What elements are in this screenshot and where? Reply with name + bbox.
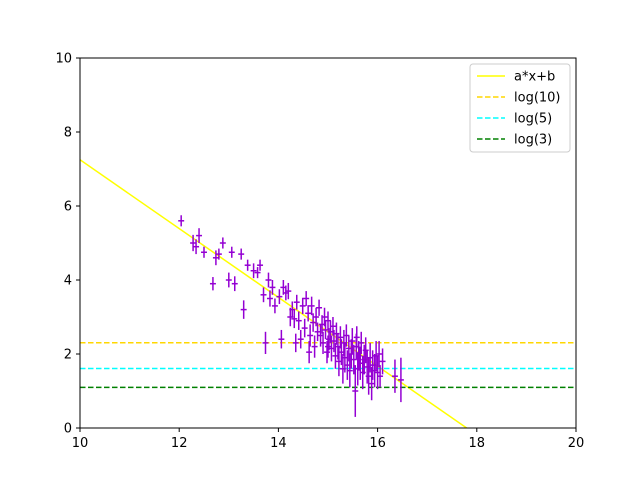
data-point (299, 297, 306, 315)
data-point (368, 366, 375, 401)
data-point (190, 234, 197, 252)
legend-box (469, 63, 571, 153)
data-point (215, 248, 222, 260)
data-point (397, 357, 404, 403)
data-point (391, 359, 398, 393)
y-tick-label: 8 (64, 126, 72, 141)
legend-label-log10: log(10) (514, 91, 561, 106)
data-point (201, 246, 207, 258)
x-tick-label: 16 (369, 436, 386, 451)
data-point (353, 326, 360, 349)
data-point (285, 282, 292, 300)
x-tick-label: 12 (171, 436, 188, 451)
y-tick-label: 2 (64, 348, 72, 363)
data-point (295, 311, 302, 330)
legend-label-log3: log(3) (514, 133, 552, 148)
data-point (265, 272, 272, 288)
data-point (196, 228, 203, 243)
data-point (358, 331, 365, 354)
y-axis-ticks: 0 2 4 6 8 10 (55, 52, 80, 437)
data-point (321, 307, 328, 327)
data-point (352, 365, 359, 417)
data-point (337, 326, 344, 349)
data-point (212, 250, 219, 266)
data-point (250, 263, 257, 279)
data-point (297, 329, 304, 349)
data-point (349, 328, 356, 354)
x-tick-label: 20 (568, 436, 585, 451)
data-point (376, 341, 383, 367)
data-point (346, 354, 353, 388)
data-point (313, 307, 320, 327)
data-point (269, 280, 276, 295)
data-point (329, 317, 336, 336)
data-point (262, 331, 269, 354)
data-point (305, 305, 312, 322)
data-point (306, 341, 313, 364)
x-tick-label: 14 (270, 436, 287, 451)
data-point (240, 300, 247, 319)
data-point (244, 259, 251, 271)
data-point (301, 318, 308, 338)
data-point (377, 365, 384, 388)
data-point (324, 341, 330, 364)
data-point (292, 333, 299, 353)
data-point (308, 296, 315, 316)
data-point (260, 287, 267, 303)
y-tick-label: 0 (64, 422, 72, 437)
data-point (325, 335, 331, 358)
legend: a*x+b log(10) log(5) log(3) (469, 63, 571, 153)
plot-frame (79, 57, 577, 429)
data-point (257, 259, 264, 271)
legend-label-log5: log(5) (514, 112, 552, 127)
data-point (311, 335, 318, 358)
data-point (291, 309, 298, 329)
data-point (293, 294, 300, 310)
data-point (278, 329, 285, 349)
y-tick-label: 10 (55, 52, 72, 67)
data-point (266, 290, 273, 307)
data-point (178, 215, 185, 227)
data-point (238, 248, 245, 260)
legend-label-fit: a*x+b (514, 70, 555, 85)
y-tick-label: 4 (64, 274, 72, 289)
x-tick-label: 18 (469, 436, 486, 451)
data-point (365, 357, 372, 395)
data-point (303, 291, 310, 306)
data-point (314, 322, 321, 342)
data-point (276, 289, 283, 305)
x-axis-ticks: 10 12 14 16 18 20 (72, 428, 585, 451)
data-point (254, 267, 261, 279)
data-point (310, 313, 317, 332)
data-point (307, 324, 314, 347)
data-point (271, 298, 278, 314)
data-point (193, 239, 200, 255)
data-points (178, 215, 404, 417)
x-tick-label: 10 (72, 436, 89, 451)
data-point (228, 246, 235, 258)
data-point (231, 276, 238, 292)
data-point (225, 272, 232, 288)
data-point (219, 237, 226, 249)
data-point (320, 331, 327, 354)
data-point (209, 277, 216, 291)
y-tick-label: 6 (64, 200, 72, 215)
data-point (379, 348, 386, 375)
data-point (316, 299, 323, 316)
